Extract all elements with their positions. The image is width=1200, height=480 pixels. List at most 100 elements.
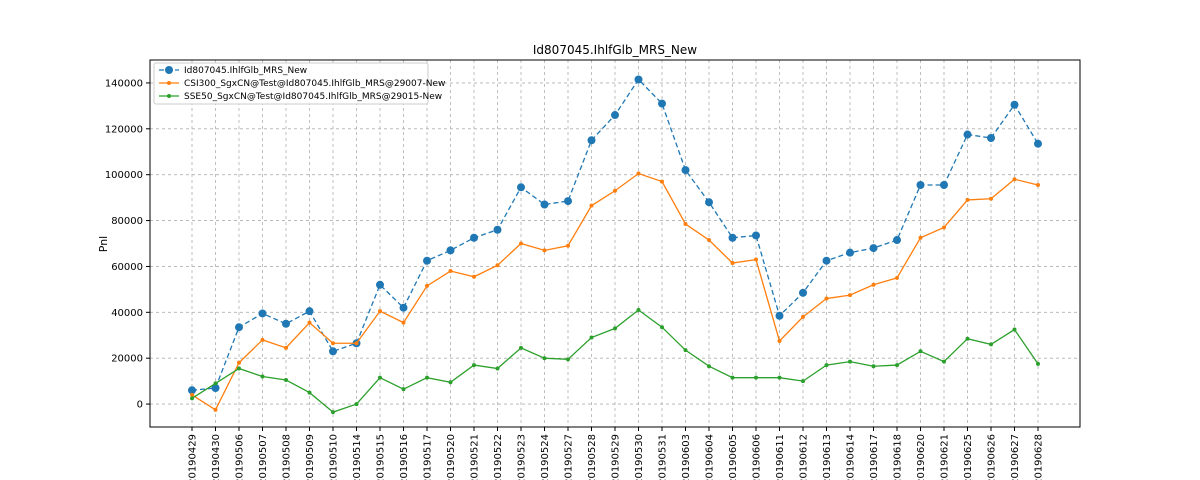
data-point (399, 303, 408, 312)
data-point (190, 392, 194, 397)
data-point (705, 198, 713, 207)
data-point (448, 269, 453, 274)
data-point (987, 133, 995, 142)
data-point (683, 348, 688, 353)
data-point (918, 235, 923, 240)
data-point (260, 374, 265, 379)
data-point (728, 233, 737, 242)
data-point (307, 390, 312, 395)
data-point (848, 359, 852, 364)
x-tick-label: 20190527 (564, 434, 575, 480)
x-tick-label: 20190604 (705, 434, 716, 480)
y-axis-label: Pnl (97, 236, 110, 252)
data-point (636, 308, 641, 313)
data-point (329, 347, 337, 356)
data-point (378, 309, 382, 314)
y-tick-label: 140000 (105, 78, 143, 89)
data-point (425, 375, 429, 380)
grid (150, 60, 1080, 427)
data-point (752, 231, 760, 240)
data-point (1010, 100, 1019, 109)
data-point (354, 402, 359, 407)
x-tick-label: 20190606 (752, 434, 763, 480)
legend-label: SSE50_SgxCN@Test@Id807045.IhlfGlb_MRS@29… (184, 92, 442, 102)
y-tick-label: 100000 (105, 170, 143, 181)
x-tick-label: 20190611 (775, 434, 786, 480)
data-point (777, 338, 782, 343)
data-point (213, 407, 218, 412)
x-tick-label: 20190507 (258, 434, 269, 480)
data-point (822, 256, 831, 265)
x-tick-label: 20190506 (235, 434, 246, 480)
x-tick-label: 20190621 (940, 434, 951, 480)
series-2 (190, 171, 1040, 412)
y-tick-label: 120000 (105, 124, 143, 135)
x-tick-label: 20190516 (399, 434, 410, 480)
x-tick-label: 20190524 (540, 434, 551, 480)
legend-entry: CSI300_SgxCN@Test@Id807045.IhlfGlb_MRS@2… (159, 79, 445, 89)
data-point (965, 197, 970, 202)
x-tick-label: 20190523 (517, 434, 528, 480)
data-point (495, 263, 500, 268)
data-point (493, 225, 502, 234)
x-tick-label: 20190517 (423, 434, 434, 480)
data-point (376, 280, 384, 289)
x-tick-label: 20190430 (211, 434, 222, 480)
data-point (564, 197, 572, 206)
axes: 0 20000 40000 60000 80000 100000 120000 140000 2… (105, 59, 1081, 480)
x-tick-label: 20190627 (1010, 434, 1021, 480)
data-point (658, 99, 666, 108)
x-tick-label: 20190531 (658, 434, 669, 480)
data-point (448, 380, 453, 385)
y-tick-label: 80000 (111, 216, 143, 227)
data-point (237, 360, 241, 365)
data-point (542, 248, 547, 253)
x-tick-label: 20190620 (916, 434, 927, 480)
data-point (871, 282, 876, 287)
data-point (801, 314, 805, 319)
legend-swatch-marker (165, 66, 173, 74)
data-point (446, 246, 455, 255)
legend-label: Id807045.IhlfGlb_MRS_New (184, 66, 307, 76)
data-point (260, 337, 265, 342)
data-point (1034, 139, 1042, 148)
data-point (942, 225, 946, 230)
x-tick-label: 20190509 (305, 434, 316, 480)
legend-box (153, 62, 429, 105)
data-point (613, 326, 617, 331)
x-tick-label: 20190510 (329, 434, 340, 480)
data-point (540, 200, 549, 209)
data-point (258, 309, 267, 318)
x-tick-label: 20190429 (188, 434, 199, 480)
data-point (354, 341, 359, 346)
data-point (895, 363, 899, 368)
data-point (284, 377, 288, 382)
data-point (754, 375, 758, 380)
x-tick-label: 20190508 (282, 434, 293, 480)
data-point (989, 342, 993, 347)
data-point (1012, 177, 1017, 182)
data-point (188, 386, 196, 395)
legend-label: CSI300_SgxCN@Test@Id807045.IhlfGlb_MRS@2… (184, 79, 445, 89)
data-point (517, 183, 525, 192)
data-point (423, 256, 431, 265)
data-point (211, 384, 220, 393)
data-point (940, 181, 948, 190)
data-point (660, 325, 664, 330)
legend: Id807045.IhlfGlb_MRS_New CSI300_SgxCN@Tes… (153, 62, 445, 105)
data-point (190, 396, 194, 401)
x-tick-label: 20190613 (822, 434, 833, 480)
data-point (636, 171, 641, 176)
data-point (799, 288, 807, 297)
data-point (681, 166, 690, 175)
legend-swatch-marker (167, 81, 171, 85)
data-point (893, 236, 901, 245)
data-point (542, 356, 547, 361)
x-tick-label: 20190618 (893, 434, 904, 480)
x-tick-label: 20190605 (728, 434, 739, 480)
x-tick-label: 20190530 (634, 434, 645, 480)
data-point (401, 320, 406, 325)
data-point (611, 111, 619, 120)
series-1 (188, 75, 1042, 395)
